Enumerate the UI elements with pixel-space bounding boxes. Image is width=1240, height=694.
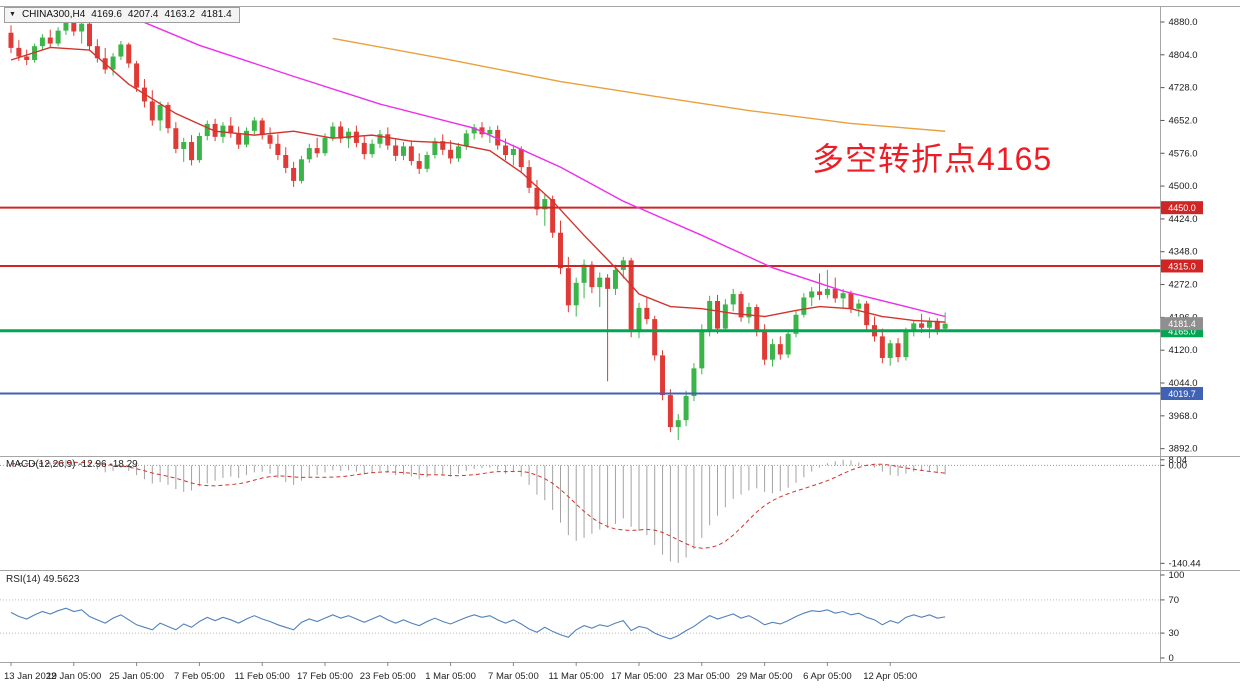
time-axis-label: 25 Jan 05:00 — [109, 671, 164, 682]
macd-signal-line — [10, 461, 946, 549]
ma-slow-line — [332, 37, 946, 132]
rsi-axis-label: 30 — [1169, 628, 1180, 639]
rsi-axis-label: 0 — [1169, 653, 1174, 664]
price-tick-label: 4652.0 — [1169, 115, 1198, 126]
time-axis-label: 23 Feb 05:00 — [360, 671, 416, 682]
time-axis-label: 1 Mar 05:00 — [425, 671, 476, 682]
ohlc-low: 4163.2 — [164, 9, 196, 20]
candlestick-series — [8, 13, 948, 441]
time-axis-label: 29 Mar 05:00 — [737, 671, 793, 682]
moving-average-lines — [10, 15, 946, 323]
price-tick-label: 4348.0 — [1169, 247, 1198, 258]
time-axis-label: 7 Mar 05:00 — [488, 671, 539, 682]
ma-mid-line — [128, 15, 946, 318]
rsi-axis-label: 70 — [1169, 595, 1180, 606]
collapse-triangle-icon[interactable]: ▼ — [9, 11, 16, 18]
ohlc-close: 4181.4 — [201, 9, 232, 20]
time-axis-label: 11 Feb 05:00 — [235, 671, 290, 682]
price-tick-label: 3892.0 — [1169, 444, 1198, 455]
rsi-line — [10, 607, 946, 640]
rsi-axis-label: 100 — [1169, 570, 1185, 581]
time-axis-label: 6 Apr 05:00 — [803, 671, 852, 682]
horizontal-level-lines[interactable] — [0, 206, 1161, 395]
symbol-info-box[interactable]: ▼ CHINA300,H4 4169.6 4207.4 4163.2 4181.… — [4, 7, 240, 23]
price-tick-label: 4272.0 — [1169, 280, 1198, 291]
macd-axis-label: -140.44 — [1169, 558, 1201, 569]
price-tags[interactable]: 4450.0 4315.0 4165.0 4019.7 4181.4 — [1161, 201, 1203, 401]
rsi-indicator-label: RSI(14) 49.5623 — [6, 574, 80, 585]
price-tag-4450.0[interactable] — [1161, 201, 1203, 215]
rsi-panel: 100 70 30 0 — [0, 570, 1184, 664]
price-tag-4315.0[interactable] — [1161, 259, 1203, 273]
svg-text:4165.0: 4165.0 — [1168, 326, 1196, 336]
macd-axis-label: 0.00 — [1169, 460, 1188, 471]
price-tick-label: 4120.0 — [1169, 345, 1198, 356]
panel-separators — [0, 6, 1240, 663]
svg-text:4450.0: 4450.0 — [1168, 203, 1196, 213]
price-tick-label: 4044.0 — [1169, 378, 1198, 389]
svg-text:4181.4: 4181.4 — [1168, 319, 1196, 329]
ohlc-high: 4207.4 — [127, 9, 159, 20]
macd-panel: 8.040.00 -140.44 — [0, 455, 1201, 569]
time-axis-label: 17 Feb 05:00 — [297, 671, 353, 682]
price-tick-label: 4500.0 — [1169, 181, 1198, 192]
time-axis-label: 13 Jan 2022 — [4, 671, 56, 682]
time-axis-label: 7 Feb 05:00 — [174, 671, 225, 682]
time-axis-label: 23 Mar 05:00 — [674, 671, 730, 682]
time-axis-label: 12 Apr 05:00 — [863, 671, 917, 682]
price-tick-label: 4576.0 — [1169, 148, 1198, 159]
macd-axis-label: 8.04 — [1169, 455, 1188, 466]
svg-text:4315.0: 4315.0 — [1168, 261, 1196, 271]
ma-fast-line — [10, 46, 946, 323]
price-tick-label: 4804.0 — [1169, 50, 1198, 61]
macd-indicator-label: MACD(12,26,9) -12.96 -18.29 — [6, 459, 138, 470]
price-tick-label: 4728.0 — [1169, 83, 1198, 94]
price-tick-label: 3968.0 — [1169, 411, 1198, 422]
price-tag-4181.4[interactable] — [1161, 317, 1203, 331]
ohlc-open: 4169.6 — [91, 9, 122, 20]
time-axis-label: 19 Jan 05:00 — [46, 671, 101, 682]
price-tick-label: 4880.0 — [1169, 17, 1198, 28]
annotation-text[interactable]: 多空转折点4165 — [812, 141, 1053, 177]
time-axis-label: 11 Mar 05:00 — [549, 671, 604, 682]
svg-text:4019.7: 4019.7 — [1168, 389, 1196, 399]
symbol-title: CHINA300,H4 — [21, 9, 86, 20]
price-tick-label: 4424.0 — [1169, 214, 1198, 225]
time-axis-label: 17 Mar 05:00 — [611, 671, 667, 682]
price-tag-4019.7[interactable] — [1161, 387, 1203, 401]
